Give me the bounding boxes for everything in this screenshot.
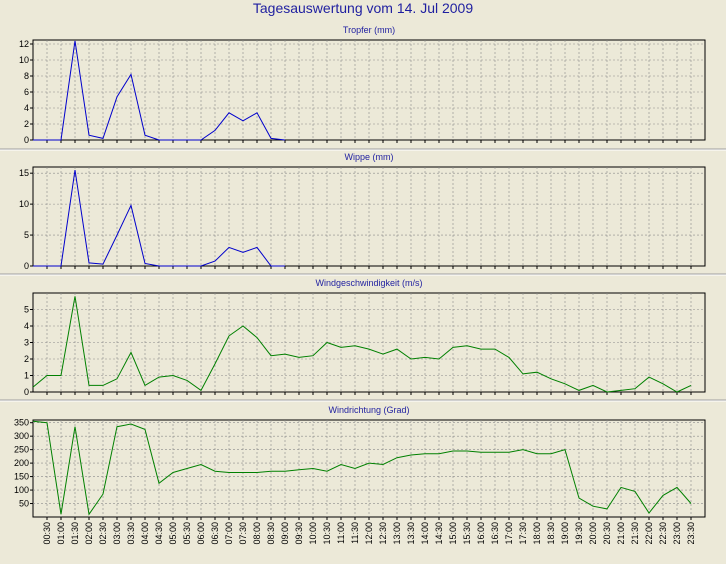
panel1-ytick-label-5: 10: [19, 55, 29, 65]
panel2-ytick-label-0: 0: [24, 261, 29, 271]
panel1-ytick-label-0: 0: [24, 135, 29, 145]
panel3-title: Windgeschwindigkeit (m/s): [315, 278, 422, 288]
panel4-ytick-label-6: 350: [14, 418, 29, 428]
x-tick-label-7: 04:00: [140, 522, 150, 545]
x-tick-label-40: 20:30: [602, 522, 612, 545]
panel3-ytick-label-5: 5: [24, 305, 29, 315]
panel1-title: Tropfer (mm): [343, 25, 395, 35]
panel2-title: Wippe (mm): [345, 152, 394, 162]
x-tick-label-9: 05:00: [168, 522, 178, 545]
x-tick-label-37: 19:00: [560, 522, 570, 545]
panel4-title: Windrichtung (Grad): [328, 405, 409, 415]
x-tick-label-41: 21:00: [616, 522, 626, 545]
x-tick-label-20: 10:30: [322, 522, 332, 545]
x-tick-label-44: 22:30: [658, 522, 668, 545]
x-tick-label-25: 13:00: [392, 522, 402, 545]
x-tick-label-0: 00:30: [42, 522, 52, 545]
x-tick-label-43: 22:00: [644, 522, 654, 545]
panel2-ytick-label-3: 15: [19, 168, 29, 178]
panel4-ytick-label-1: 100: [14, 485, 29, 495]
x-tick-label-11: 06:00: [196, 522, 206, 545]
x-tick-label-6: 03:30: [126, 522, 136, 545]
x-tick-label-2: 01:30: [70, 522, 80, 545]
panel2-ytick-label-2: 10: [19, 199, 29, 209]
x-tick-label-42: 21:30: [630, 522, 640, 545]
x-tick-label-10: 05:30: [182, 522, 192, 545]
page-title: Tagesauswertung vom 14. Jul 2009: [252, 0, 474, 16]
x-tick-label-23: 12:00: [364, 522, 374, 545]
x-tick-label-29: 15:00: [448, 522, 458, 545]
x-tick-label-3: 02:00: [84, 522, 94, 545]
x-tick-label-39: 20:00: [588, 522, 598, 545]
x-tick-label-18: 09:30: [294, 522, 304, 545]
x-tick-label-15: 08:00: [252, 522, 262, 545]
x-tick-label-33: 17:00: [504, 522, 514, 545]
panel4-ytick-label-5: 300: [14, 431, 29, 441]
panel1-ytick-label-3: 6: [24, 87, 29, 97]
x-tick-label-45: 23:00: [672, 522, 682, 545]
x-tick-label-1: 01:00: [56, 522, 66, 545]
panel3-ytick-label-1: 1: [24, 371, 29, 381]
x-tick-label-12: 06:30: [210, 522, 220, 545]
x-tick-label-17: 09:00: [280, 522, 290, 545]
x-tick-label-4: 02:30: [98, 522, 108, 545]
panel2-series-line: [33, 170, 285, 267]
x-tick-label-27: 14:00: [420, 522, 430, 545]
x-tick-label-28: 14:30: [434, 522, 444, 545]
x-tick-label-35: 18:00: [532, 522, 542, 545]
panel1-ytick-label-6: 12: [19, 39, 29, 49]
x-tick-label-22: 11:30: [350, 522, 360, 544]
panel1-ytick-label-2: 4: [24, 103, 29, 113]
x-tick-label-19: 10:00: [308, 522, 318, 545]
x-tick-label-14: 07:30: [238, 522, 248, 545]
panel1-ytick-label-4: 8: [24, 71, 29, 81]
x-tick-label-5: 03:00: [112, 522, 122, 545]
x-tick-label-34: 17:30: [518, 522, 528, 545]
panel4-series-line: [32, 420, 692, 516]
x-tick-label-16: 08:30: [266, 522, 276, 545]
x-tick-label-13: 07:00: [224, 522, 234, 545]
x-tick-label-38: 19:30: [574, 522, 584, 545]
x-tick-label-36: 18:30: [546, 522, 556, 545]
panel1-ytick-label-1: 2: [24, 119, 29, 129]
x-tick-label-24: 12:30: [378, 522, 388, 545]
x-tick-label-30: 15:30: [462, 522, 472, 545]
panel2-ytick-label-1: 5: [24, 230, 29, 240]
x-tick-label-21: 11:00: [336, 522, 346, 544]
panel1-series-line: [33, 40, 286, 141]
panel3-ytick-label-0: 0: [24, 387, 29, 397]
panel3-ytick-label-2: 2: [24, 354, 29, 364]
panel3-ytick-label-4: 4: [24, 321, 29, 331]
panel3-series-line: [32, 296, 692, 393]
panel4-ytick-label-2: 150: [14, 472, 29, 482]
x-tick-label-32: 16:30: [490, 522, 500, 545]
panel4-ytick-label-4: 250: [14, 445, 29, 455]
panel4-ytick-label-3: 200: [14, 458, 29, 468]
panel3-ytick-label-3: 3: [24, 338, 29, 348]
x-tick-label-8: 04:30: [154, 522, 164, 545]
x-tick-label-26: 13:30: [406, 522, 416, 545]
x-tick-label-46: 23:30: [686, 522, 696, 545]
x-tick-label-31: 16:00: [476, 522, 486, 545]
panel4-ytick-label-0: 50: [19, 499, 29, 509]
